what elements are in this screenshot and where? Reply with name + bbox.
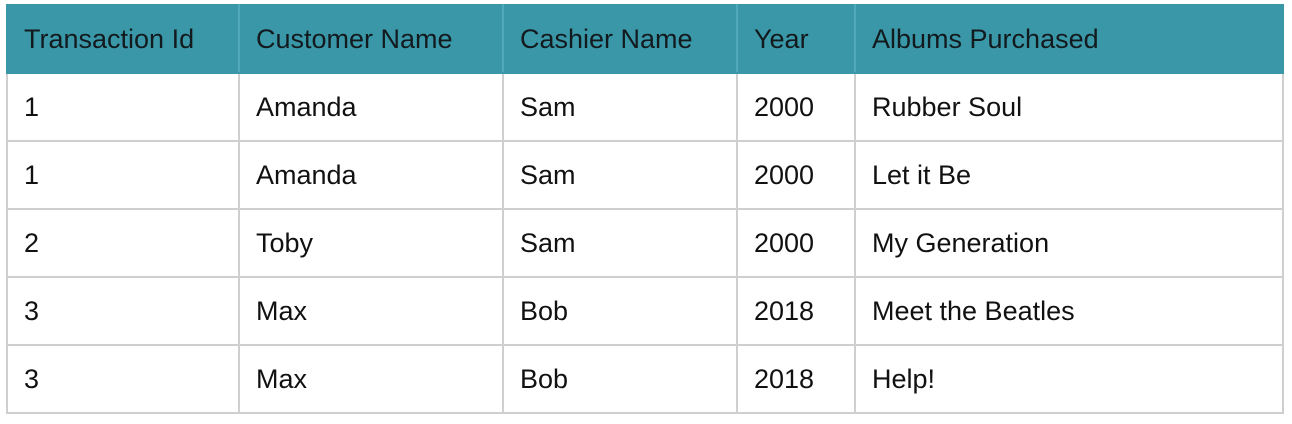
cell-cashier-name: Bob [502,344,738,414]
cell-year: 2018 [736,276,856,346]
cell-album: Let it Be [854,140,1284,210]
cell-customer-name: Toby [238,208,504,278]
cell-transaction-id: 1 [6,72,240,142]
cell-album: My Generation [854,208,1284,278]
cell-cashier-name: Bob [502,276,738,346]
cell-cashier-name: Sam [502,208,738,278]
cell-customer-name: Max [238,276,504,346]
header-transaction-id: Transaction Id [6,4,240,74]
cell-transaction-id: 3 [6,344,240,414]
table-row: 3 Max Bob 2018 Help! [6,344,1284,414]
cell-album: Rubber Soul [854,72,1284,142]
cell-album: Meet the Beatles [854,276,1284,346]
table-row: 1 Amanda Sam 2000 Rubber Soul [6,72,1284,142]
cell-transaction-id: 2 [6,208,240,278]
cell-year: 2000 [736,72,856,142]
table-header: Transaction Id Customer Name Cashier Nam… [6,4,1284,74]
table-body: 1 Amanda Sam 2000 Rubber Soul 1 Amanda S… [6,72,1284,414]
header-cashier-name: Cashier Name [502,4,738,74]
cell-customer-name: Amanda [238,72,504,142]
header-customer-name: Customer Name [238,4,504,74]
cell-year: 2000 [736,208,856,278]
cell-year: 2000 [736,140,856,210]
table-row: 3 Max Bob 2018 Meet the Beatles [6,276,1284,346]
cell-year: 2018 [736,344,856,414]
cell-customer-name: Max [238,344,504,414]
cell-cashier-name: Sam [502,72,738,142]
transactions-table-container: Transaction Id Customer Name Cashier Nam… [6,4,1284,414]
cell-customer-name: Amanda [238,140,504,210]
table-row: 2 Toby Sam 2000 My Generation [6,208,1284,278]
header-albums-purchased: Albums Purchased [854,4,1284,74]
cell-transaction-id: 3 [6,276,240,346]
cell-cashier-name: Sam [502,140,738,210]
transactions-table: Transaction Id Customer Name Cashier Nam… [6,4,1284,414]
cell-album: Help! [854,344,1284,414]
header-row: Transaction Id Customer Name Cashier Nam… [6,4,1284,74]
table-row: 1 Amanda Sam 2000 Let it Be [6,140,1284,210]
header-year: Year [736,4,856,74]
cell-transaction-id: 1 [6,140,240,210]
